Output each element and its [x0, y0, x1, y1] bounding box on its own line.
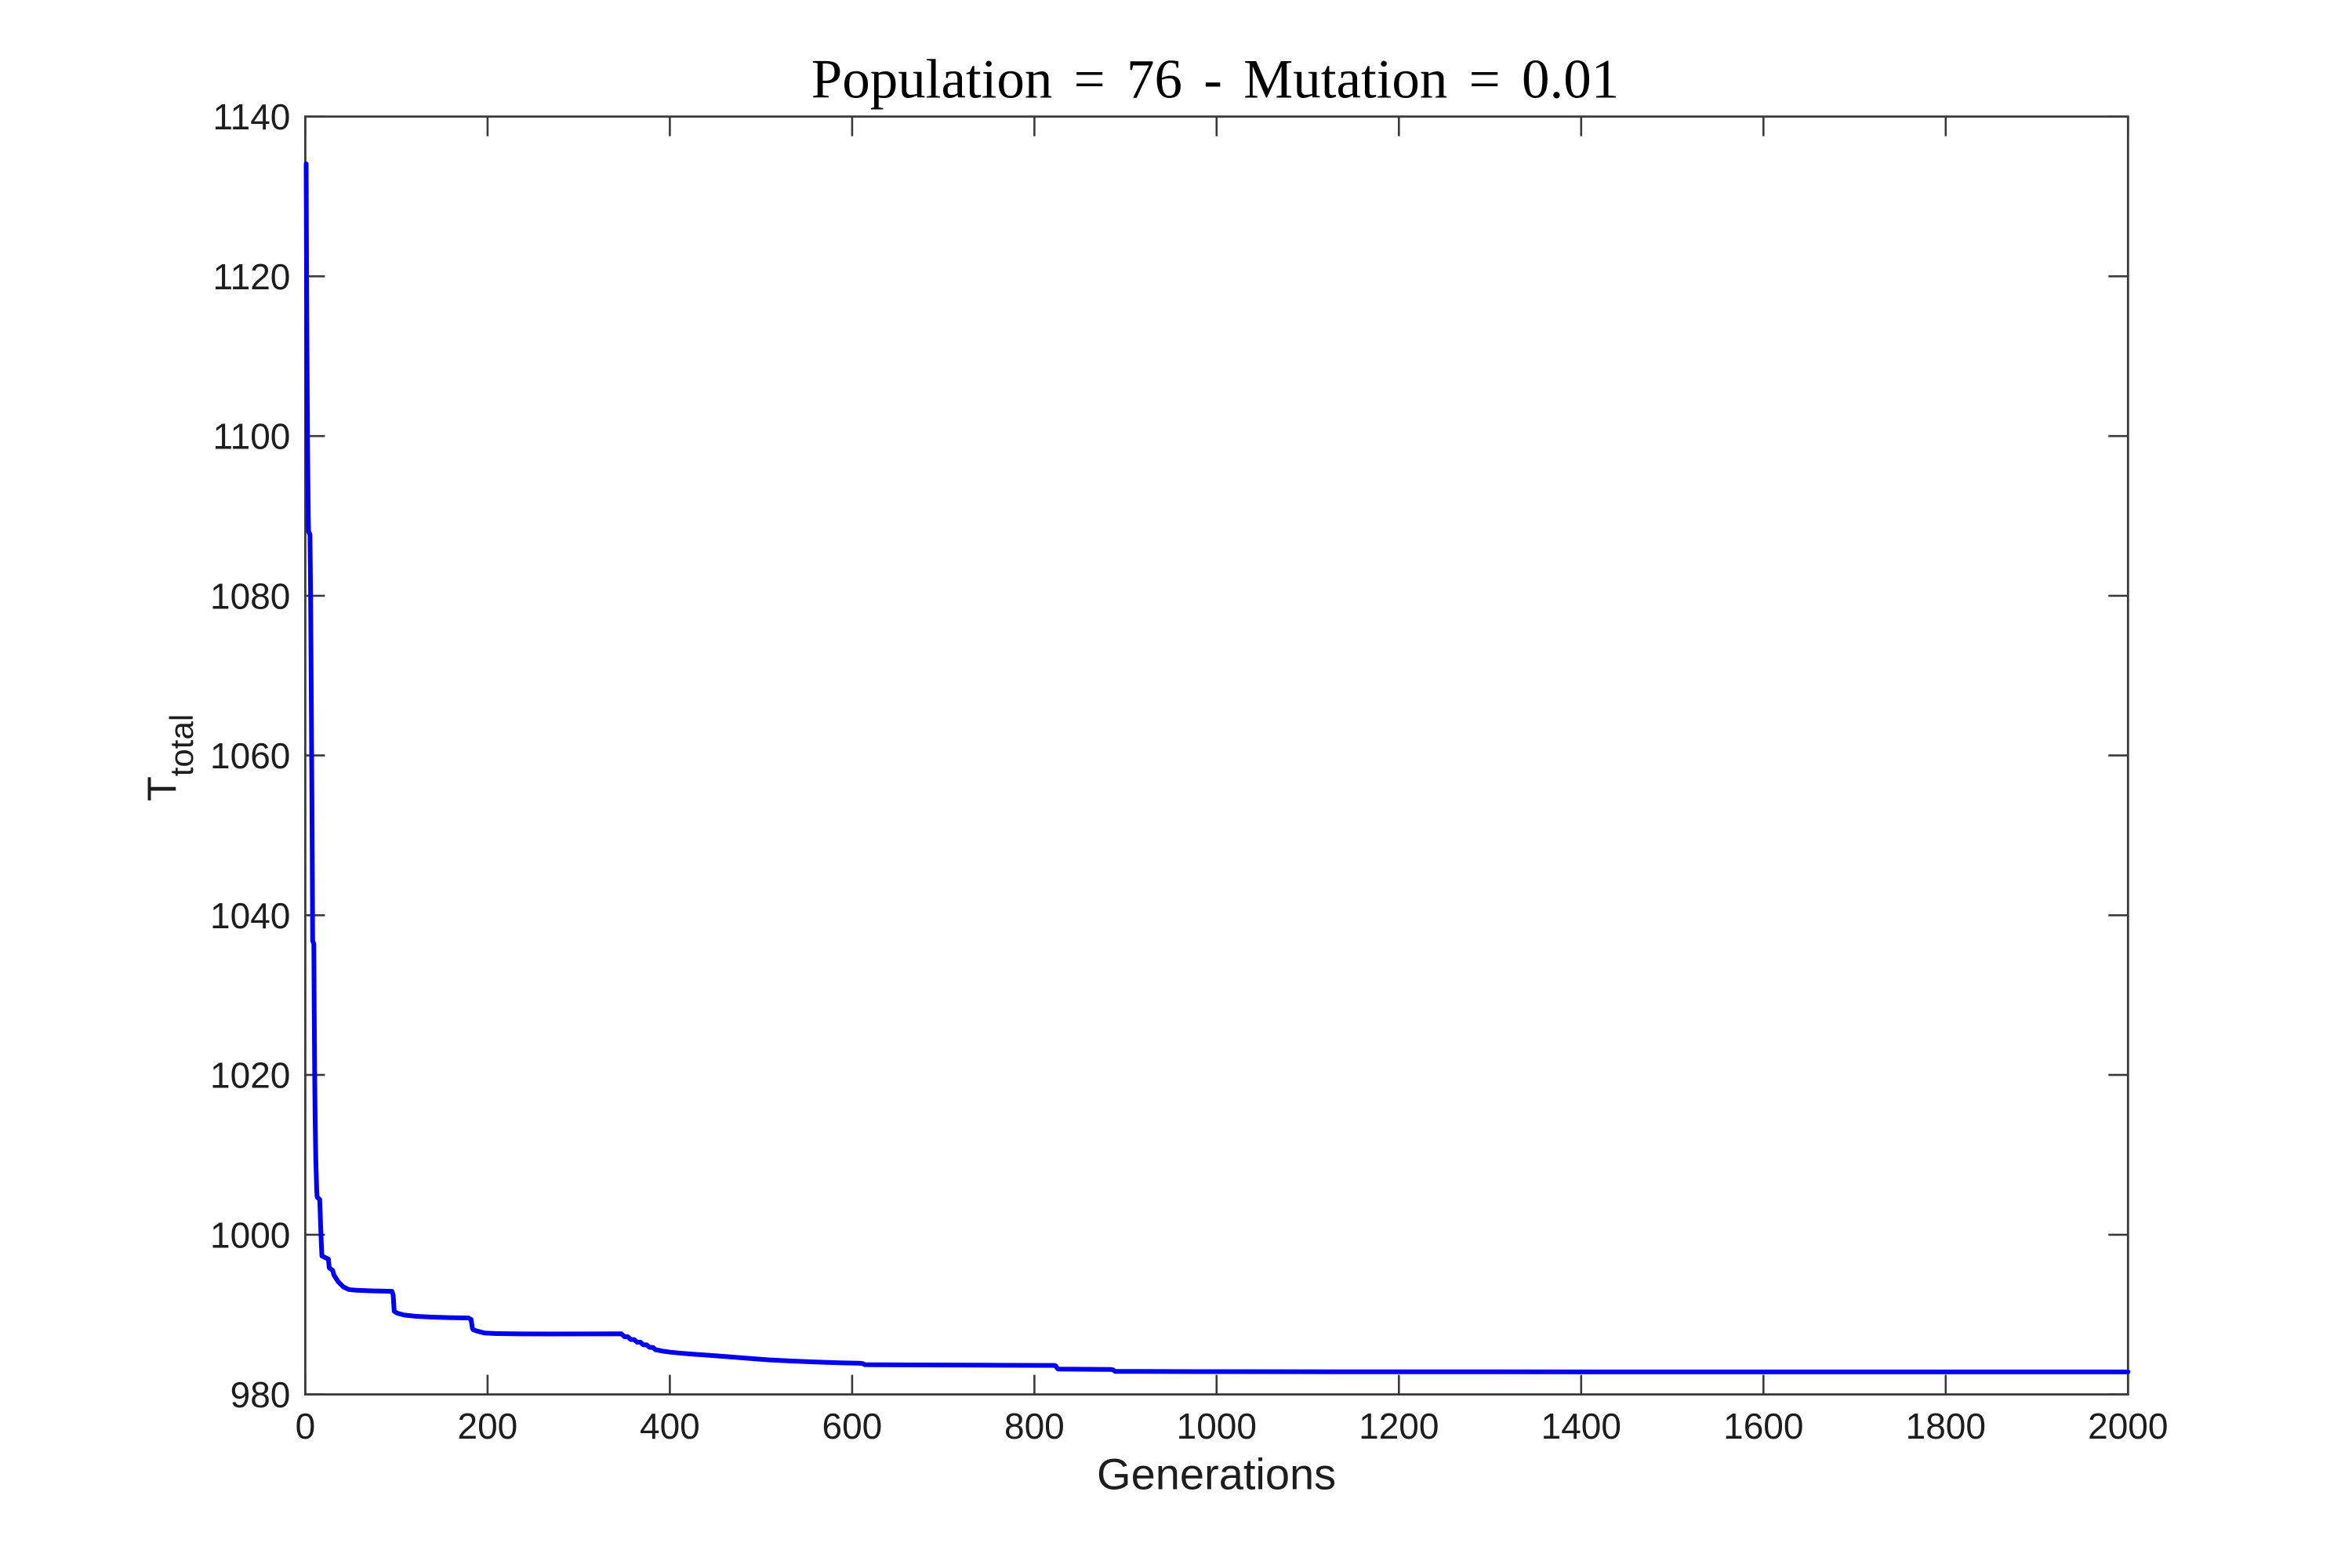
- svg-text:1140: 1140: [212, 96, 290, 137]
- svg-text:1400: 1400: [1541, 1406, 1621, 1446]
- svg-text:800: 800: [1004, 1406, 1065, 1446]
- svg-text:1000: 1000: [210, 1214, 290, 1255]
- svg-text:1800: 1800: [1906, 1406, 1986, 1446]
- svg-text:Ttotal: Ttotal: [140, 714, 200, 801]
- svg-text:600: 600: [822, 1406, 883, 1446]
- svg-text:1600: 1600: [1723, 1406, 1803, 1446]
- svg-text:1080: 1080: [210, 575, 290, 616]
- svg-text:200: 200: [458, 1406, 518, 1446]
- svg-text:2000: 2000: [2088, 1406, 2168, 1446]
- svg-text:0: 0: [296, 1406, 316, 1446]
- svg-text:1040: 1040: [210, 895, 290, 936]
- svg-text:1020: 1020: [210, 1055, 290, 1096]
- svg-text:1000: 1000: [1177, 1406, 1257, 1446]
- svg-text:1120: 1120: [212, 256, 290, 297]
- svg-text:Generations: Generations: [1097, 1450, 1336, 1499]
- svg-text:Population = 76 - Mutation = 0: Population = 76 - Mutation = 0.01: [811, 49, 1619, 111]
- svg-text:1060: 1060: [210, 735, 290, 776]
- svg-text:1200: 1200: [1359, 1406, 1439, 1446]
- svg-text:980: 980: [230, 1374, 291, 1415]
- svg-text:1100: 1100: [212, 416, 290, 457]
- svg-text:400: 400: [640, 1406, 700, 1446]
